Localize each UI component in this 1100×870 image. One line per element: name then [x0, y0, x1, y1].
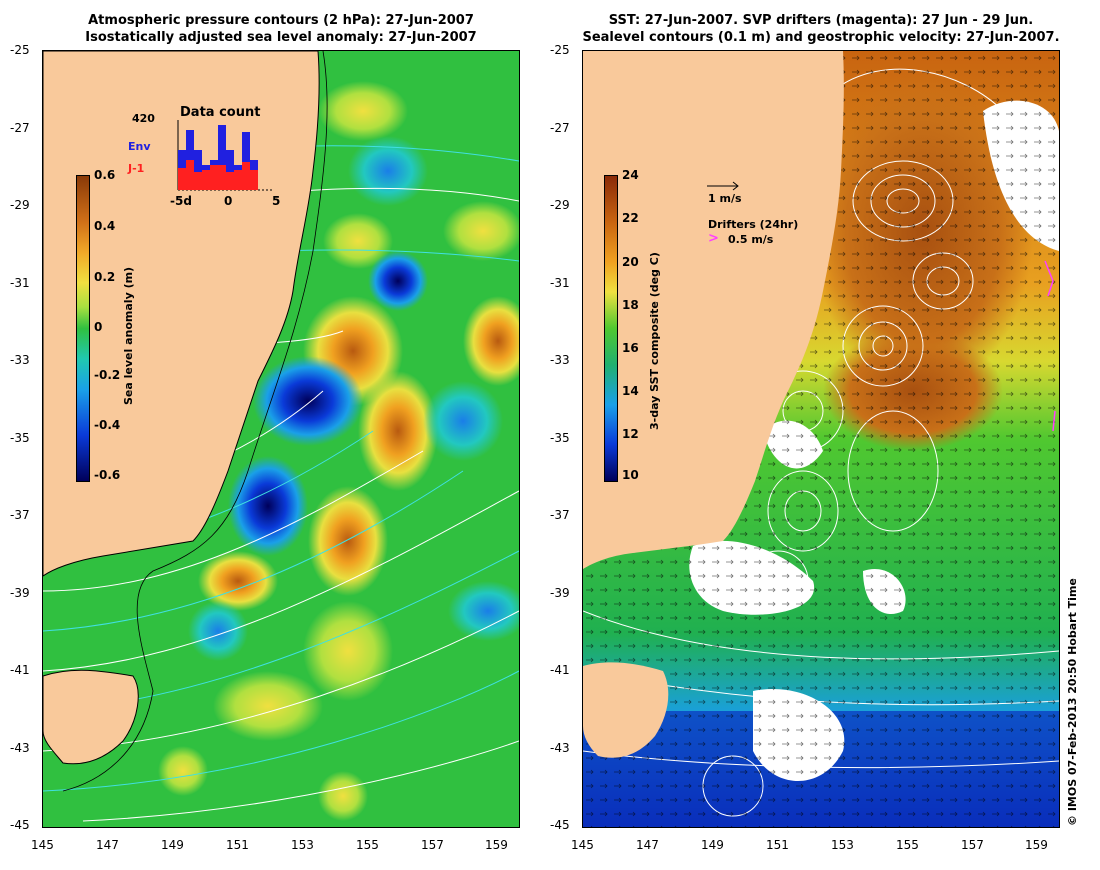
sst-tick-18: 18 [622, 298, 639, 312]
inset-j1-label: J-1 [128, 162, 145, 175]
sst-tick-16: 16 [622, 341, 639, 355]
right-lat-tick: -25 [550, 43, 570, 57]
data-count-histogram [177, 120, 274, 191]
right-lon-tick: 157 [961, 838, 984, 852]
sla-tick-1: 0.4 [94, 219, 116, 233]
inset-tick-0: 0 [224, 194, 233, 208]
right-lon-tick: 155 [896, 838, 919, 852]
left-lon-tick: 153 [291, 838, 314, 852]
right-lat-tick: -35 [550, 431, 570, 445]
sst-tick-20: 20 [622, 255, 639, 269]
velocity-legend-label: 1 m/s [708, 192, 742, 205]
sst-tick-14: 14 [622, 384, 639, 398]
sst-tick-10: 10 [622, 468, 639, 482]
right-lat-tick: -45 [550, 818, 570, 832]
sla-tick-6: -0.6 [94, 468, 121, 482]
left-title-line2: Isostatically adjusted sea level anomaly… [85, 30, 477, 45]
left-lat-tick: -39 [10, 586, 30, 600]
copyright-text: © IMOS 07-Feb-2013 20:50 Hobart Time [1066, 578, 1079, 826]
inset-tick-5: 5 [272, 194, 281, 208]
inset-title: Data count [180, 105, 261, 120]
sst-tick-12: 12 [622, 427, 639, 441]
sea-level-anomaly-map [43, 51, 519, 827]
sla-tick-3: 0 [94, 320, 103, 334]
right-lon-tick: 149 [701, 838, 724, 852]
drifter-legend-value: 0.5 m/s [728, 233, 774, 246]
sst-tick-24: 24 [622, 168, 639, 182]
right-lon-tick: 159 [1025, 838, 1048, 852]
left-lat-tick: -41 [10, 663, 30, 677]
left-lat-tick: -45 [10, 818, 30, 832]
right-lat-tick: -27 [550, 121, 570, 135]
right-lon-tick: 153 [831, 838, 854, 852]
sst-map [583, 51, 1059, 827]
left-lat-tick: -25 [10, 43, 30, 57]
inset-env-label: Env [128, 140, 151, 153]
left-lon-tick: 145 [31, 838, 54, 852]
sla-colorbar-label: Sea level anomaly (m) [122, 266, 135, 405]
sla-tick-5: -0.4 [94, 418, 121, 432]
left-lat-tick: -29 [10, 198, 30, 212]
left-map-panel [42, 50, 520, 828]
left-lat-tick: -43 [10, 741, 30, 755]
inset-max-label: 420 [132, 112, 155, 125]
sla-tick-4: -0.2 [94, 368, 121, 382]
right-lat-tick: -39 [550, 586, 570, 600]
left-lon-tick: 157 [421, 838, 444, 852]
drifter-legend-arrow-icon: > [708, 231, 719, 246]
left-lon-tick: 147 [96, 838, 119, 852]
right-lon-tick: 145 [571, 838, 594, 852]
left-lon-tick: 155 [356, 838, 379, 852]
right-lat-tick: -41 [550, 663, 570, 677]
right-lat-tick: -33 [550, 353, 570, 367]
sla-tick-0: 0.6 [94, 168, 116, 182]
right-lat-tick: -37 [550, 508, 570, 522]
sst-colorbar [604, 175, 618, 482]
sst-colorbar-label: 3-day SST composite (deg C) [648, 252, 661, 430]
left-lon-tick: 159 [485, 838, 508, 852]
right-lat-tick: -43 [550, 741, 570, 755]
left-lat-tick: -33 [10, 353, 30, 367]
right-lon-tick: 147 [636, 838, 659, 852]
left-title-line1: Atmospheric pressure contours (2 hPa): 2… [88, 13, 474, 28]
right-lat-tick: -31 [550, 276, 570, 290]
inset-tick-neg5: -5d [170, 194, 192, 208]
velocity-legend-arrow [707, 181, 739, 191]
right-map-panel [582, 50, 1060, 828]
drifter-legend-title: Drifters (24hr) [708, 218, 799, 231]
sla-colorbar [76, 175, 90, 482]
right-title-line1: SST: 27-Jun-2007. SVP drifters (magenta)… [608, 13, 1034, 28]
left-lat-tick: -35 [10, 431, 30, 445]
sst-tick-22: 22 [622, 211, 639, 225]
sla-tick-2: 0.2 [94, 270, 116, 284]
left-lon-tick: 149 [161, 838, 184, 852]
right-lon-tick: 151 [766, 838, 789, 852]
right-title-line2: Sealevel contours (0.1 m) and geostrophi… [582, 30, 1060, 45]
right-lat-tick: -29 [550, 198, 570, 212]
left-lat-tick: -27 [10, 121, 30, 135]
left-lon-tick: 151 [226, 838, 249, 852]
left-lat-tick: -37 [10, 508, 30, 522]
left-lat-tick: -31 [10, 276, 30, 290]
